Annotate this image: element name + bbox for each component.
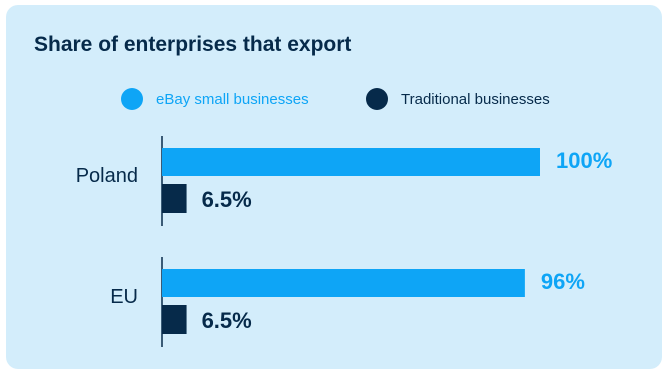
value-label-ebay-poland: 100% xyxy=(556,148,612,173)
value-label-traditional-eu: 6.5% xyxy=(202,308,252,333)
legend-label-traditional: Traditional businesses xyxy=(401,90,550,108)
legend-item-traditional: Traditional businesses xyxy=(366,88,550,110)
category-label-poland: Poland xyxy=(76,165,138,187)
legend-swatch-ebay xyxy=(121,88,143,110)
bar-ebay-poland xyxy=(162,148,540,176)
bar-ebay-eu xyxy=(162,269,525,297)
category-label-eu: EU xyxy=(110,286,138,308)
bar-traditional-poland xyxy=(162,184,187,213)
legend-item-ebay: eBay small businesses xyxy=(121,88,309,110)
chart-title: Share of enterprises that export xyxy=(34,33,352,56)
value-label-traditional-poland: 6.5% xyxy=(202,187,252,212)
legend-label-ebay: eBay small businesses xyxy=(156,90,309,108)
value-label-ebay-eu: 96% xyxy=(541,269,585,294)
chart-card xyxy=(6,5,662,369)
legend-swatch-traditional xyxy=(366,88,388,110)
bar-traditional-eu xyxy=(162,305,187,334)
